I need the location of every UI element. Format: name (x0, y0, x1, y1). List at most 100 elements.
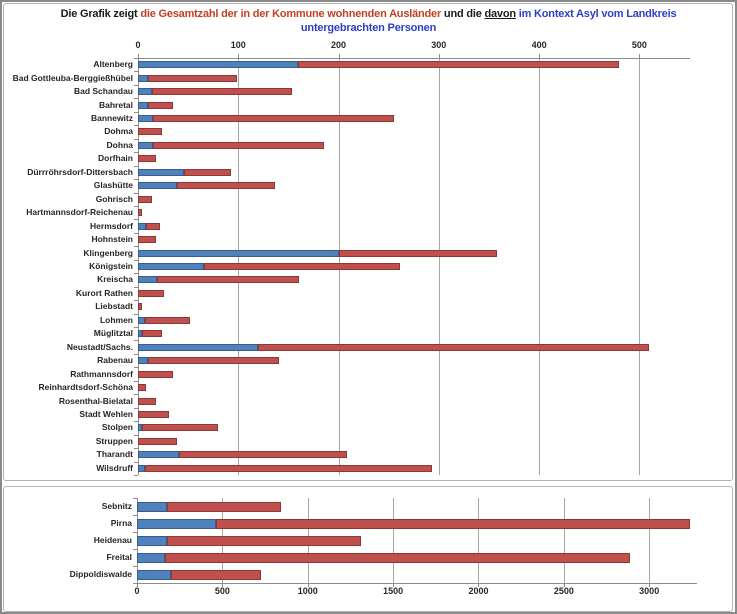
category-tick-mark (134, 232, 138, 234)
total-bar (138, 397, 157, 405)
axis-tick-mark (649, 583, 651, 587)
category-tick-mark (134, 327, 138, 329)
axis-tick-mark (138, 54, 139, 58)
category-tick-mark (134, 165, 138, 167)
value-tick-label: 1000 (297, 586, 318, 596)
total-bar (184, 168, 232, 176)
asyl-bar (138, 357, 149, 365)
value-tick-label: 0 (134, 586, 140, 596)
title-segment-black-2: und die (441, 8, 485, 20)
category-label: Stolpen (101, 422, 133, 433)
category-label: Königstein (89, 261, 133, 271)
value-axis-line (137, 583, 697, 584)
category-tick-mark (134, 98, 138, 100)
category-tick-mark (134, 273, 138, 275)
title-segment-red: die Gesamtzahl der in der Kommune wohnen… (140, 8, 442, 20)
category-tick-mark (134, 421, 138, 423)
category-tick-mark (134, 461, 138, 463)
category-label: Kurort Rathen (75, 287, 133, 298)
category-tick-mark (134, 475, 138, 476)
category-tick-mark (134, 448, 138, 450)
total-bar (166, 535, 361, 546)
total-bar (138, 236, 157, 244)
asyl-bar (138, 316, 146, 324)
asyl-bar (138, 168, 185, 176)
total-bar (179, 451, 347, 459)
total-bar (338, 249, 497, 257)
category-label: Bannewitz (90, 113, 133, 124)
bottom-chart-frame (3, 486, 733, 612)
category-label: Hartmannsdorf-Reichenau (26, 207, 133, 218)
category-tick-mark (134, 71, 138, 73)
value-axis-line (138, 58, 690, 59)
axis-tick-mark (238, 54, 240, 58)
category-label: Dohma (104, 126, 133, 137)
total-bar (138, 128, 163, 136)
value-tick-label: 500 (214, 586, 230, 596)
category-label: Altenberg (93, 59, 133, 70)
asyl-bar (138, 115, 154, 123)
gridline (649, 498, 651, 583)
total-bar (153, 115, 394, 123)
category-label: Wilsdruff (96, 462, 133, 473)
category-tick-mark (134, 192, 138, 194)
total-bar (138, 209, 142, 217)
total-bar (145, 316, 191, 324)
value-tick-label: 500 (631, 40, 647, 50)
total-bar (146, 222, 161, 230)
gridline (539, 58, 541, 475)
category-label: Glashütte (93, 180, 133, 191)
category-label: Dorfhain (98, 153, 133, 164)
category-tick-mark (133, 498, 137, 499)
total-bar (152, 88, 293, 96)
category-tick-mark (134, 138, 138, 140)
title-segment-davon: davon (484, 8, 516, 20)
category-label: Lohmen (99, 314, 133, 325)
total-bar (148, 74, 238, 82)
total-bar (258, 343, 650, 351)
gridline (478, 498, 480, 583)
axis-tick-mark (639, 54, 641, 58)
category-label: Freital (106, 552, 132, 562)
total-bar (138, 437, 178, 445)
total-bar (142, 330, 163, 338)
category-label: Tharandt (96, 449, 133, 460)
category-label: Rathmannsdorf (70, 368, 133, 379)
total-bar (166, 501, 282, 512)
total-bar (153, 141, 325, 149)
value-tick-label: 0 (135, 40, 141, 50)
asyl-bar (138, 464, 146, 472)
value-tick-label: 200 (331, 40, 347, 50)
value-tick-label: 1500 (383, 586, 404, 596)
category-tick-mark (134, 219, 138, 221)
category-tick-mark (133, 566, 137, 567)
total-bar (157, 276, 300, 284)
asyl-bar (138, 451, 180, 459)
gridline (563, 498, 565, 583)
category-label: Hohnstein (91, 234, 133, 245)
axis-tick-mark (539, 54, 541, 58)
category-label: Kreischa (97, 274, 133, 285)
axis-tick-mark (338, 54, 340, 58)
value-tick-label: 3000 (639, 586, 660, 596)
category-tick-mark (134, 380, 138, 382)
total-bar (148, 357, 280, 365)
category-label: Klingenberg (83, 247, 133, 258)
total-bar (142, 424, 219, 432)
category-tick-mark (134, 246, 138, 248)
asyl-bar (137, 535, 167, 546)
category-label: Rabenau (97, 355, 133, 366)
category-tick-mark (133, 583, 137, 584)
category-label: Bad Schandau (73, 86, 133, 97)
category-tick-mark (134, 259, 138, 261)
asyl-bar (138, 222, 147, 230)
category-tick-mark (134, 313, 138, 315)
asyl-bar (137, 552, 166, 563)
total-bar (145, 464, 432, 472)
chart-title: Die Grafik zeigt die Gesamtzahl der in d… (0, 7, 737, 35)
category-label: Müglitztal (93, 328, 133, 339)
gridline (438, 58, 440, 475)
asyl-bar (137, 501, 167, 512)
category-tick-mark (134, 407, 138, 409)
